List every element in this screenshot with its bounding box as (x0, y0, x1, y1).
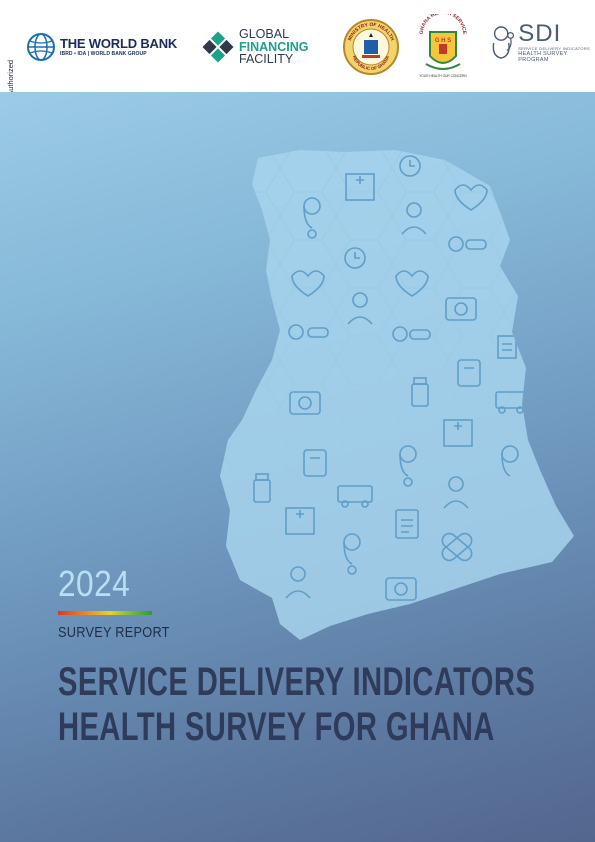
sdi-letters: SDI (518, 20, 562, 47)
doctor-icon (285, 566, 311, 599)
logo-header: THE WORLD BANK IBRD • IDA | WORLD BANK G… (0, 0, 595, 92)
clipboard-icon (395, 509, 419, 539)
heart-icon (395, 270, 429, 297)
cover-background: 2024 SURVEY REPORT SERVICE DELIVERY INDI… (0, 92, 595, 842)
world-bank-logo: THE WORLD BANK IBRD • IDA | WORLD BANK G… (26, 32, 177, 62)
gff-logo: GLOBAL FINANCING FACILITY (200, 28, 308, 66)
heart-icon (291, 270, 325, 297)
document-icon (497, 335, 517, 359)
pills-icon (288, 324, 329, 340)
ghs-letters: G H S (435, 38, 451, 44)
ministry-of-health-seal: MINISTRY OF HEALTH REPUBLIC OF GHANA (342, 18, 400, 76)
globe-icon (27, 33, 55, 61)
medicine-bottle-icon (411, 377, 429, 407)
report-title: SERVICE DELIVERY INDICATORS HEALTH SURVE… (58, 660, 535, 750)
world-bank-name: THE WORLD BANK (60, 36, 178, 51)
medicine-bottle-icon (253, 473, 271, 503)
ghs-bottom-text: YOUR HEALTH OUR CONCERN (419, 74, 467, 78)
report-type: SURVEY REPORT (58, 624, 170, 641)
bandage-icon (441, 532, 473, 562)
color-stripe (58, 611, 152, 615)
report-title-line-2: HEALTH SURVEY FOR GHANA (58, 705, 495, 749)
clock-icon (399, 155, 421, 177)
stethoscope-head-icon (492, 25, 515, 59)
hospital-icon (345, 173, 375, 201)
first-aid-kit-icon (289, 391, 321, 415)
gff-line3: FACILITY (239, 52, 294, 66)
first-aid-kit-icon (385, 577, 417, 601)
report-title-line-1: SERVICE DELIVERY INDICATORS (58, 660, 536, 704)
sdi-logo: SDI SERVICE DELIVERY INDICATORS HEALTH S… (488, 22, 595, 63)
doctor-icon (443, 476, 469, 509)
sdi-subtitle-2: HEALTH SURVEY PROGRAM (518, 51, 568, 63)
stethoscope-icon (501, 445, 519, 477)
ambulance-icon (337, 485, 373, 508)
hospital-icon (285, 507, 315, 535)
pills-icon (392, 326, 431, 342)
stethoscope-icon (399, 445, 417, 487)
report-year: 2024 (58, 563, 131, 604)
ghana-map-illustration (220, 150, 574, 640)
sdi-subtitle-1: SERVICE DELIVERY INDICATORS (518, 46, 591, 51)
gff-line2: FINANCING (239, 39, 309, 54)
first-aid-kit-icon (445, 297, 477, 321)
stethoscope-icon (303, 197, 321, 239)
world-bank-subtitle: IBRD • IDA | WORLD BANK GROUP (60, 51, 147, 57)
phone-icon (303, 449, 327, 477)
hospital-icon (443, 419, 473, 447)
nurse-icon (347, 292, 373, 325)
gff-mark-icon (202, 31, 234, 63)
stethoscope-icon (343, 533, 361, 575)
nurse-icon (401, 202, 427, 235)
gff-line1: GLOBAL (239, 27, 290, 41)
heart-icon (454, 184, 488, 211)
pills-icon (448, 236, 487, 252)
clock-icon (344, 247, 366, 269)
phone-icon (457, 359, 481, 387)
ghana-health-service-logo: GHANA HEALTH SERVICE G H S YOUR HEALTH O… (418, 14, 468, 80)
